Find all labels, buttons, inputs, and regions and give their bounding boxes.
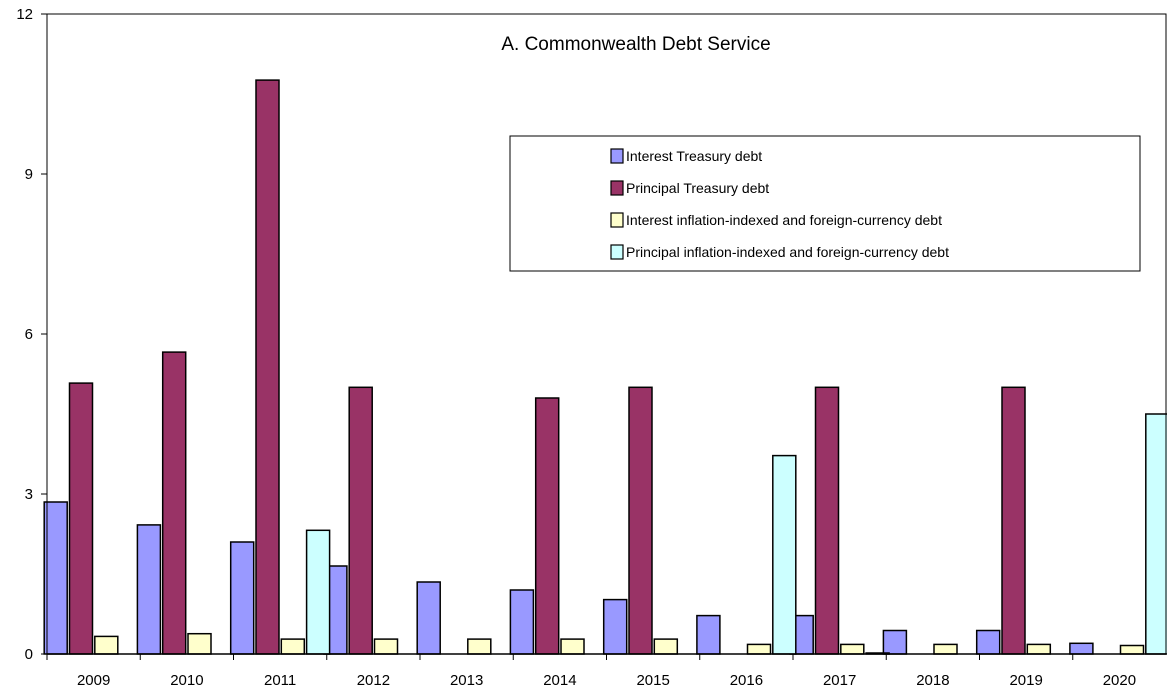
bar-series2-2011 <box>255 79 280 655</box>
x-tick-label: 2011 <box>264 672 296 689</box>
y-tick-label: 9 <box>25 166 33 183</box>
bar-series1-2010 <box>136 524 162 655</box>
x-tick-label: 2015 <box>636 672 669 689</box>
bars-layer <box>43 79 1167 655</box>
y-tick-label: 0 <box>25 646 33 663</box>
bar-series3-2012 <box>373 638 399 655</box>
legend-swatch-4 <box>610 244 624 260</box>
x-tick-label: 2014 <box>543 672 576 689</box>
bar-series4-2011 <box>305 529 331 655</box>
plot-area-border <box>46 13 1167 655</box>
bar-series3-2017 <box>840 643 865 655</box>
bar-series2-2012 <box>348 386 373 655</box>
legend-swatch-2 <box>610 180 624 196</box>
x-tick-label: 2020 <box>1103 672 1136 689</box>
chart-title: A. Commonwealth Debt Service <box>501 34 770 55</box>
legend-swatch-3 <box>610 212 624 228</box>
y-tick-label: 12 <box>16 6 33 23</box>
bar-series3-2014 <box>560 638 585 655</box>
bar-series1-2015 <box>602 598 628 655</box>
bar-series3-2010 <box>187 632 212 655</box>
bar-series3-2015 <box>653 638 679 655</box>
legend-label-4: Principal inflation-indexed and foreign-… <box>626 244 949 260</box>
bar-series2-2015 <box>628 386 653 655</box>
bar-series1-2016 <box>696 614 721 655</box>
bar-series1-2009 <box>43 501 68 655</box>
axes-layer: 0 3 6 9 12 2009 2010 2011 2012 2013 2014 2015 2016 20… <box>16 6 1167 689</box>
legend-swatch-1 <box>610 148 624 164</box>
legend-label-1: Interest Treasury debt <box>626 148 762 164</box>
bar-series3-2018 <box>933 643 958 655</box>
bar-series1-2013 <box>416 581 441 655</box>
x-tick-label: 2010 <box>170 672 203 689</box>
bar-series4-2020 <box>1145 413 1167 655</box>
bar-series3-2019 <box>1026 643 1052 655</box>
bar-series3-2009 <box>94 635 119 655</box>
y-tick-label: 3 <box>25 486 33 503</box>
bar-series2-2010 <box>161 351 187 655</box>
bar-series1-2018 <box>882 629 908 655</box>
bar-series2-2014 <box>534 397 560 655</box>
bar-series2-2009 <box>68 382 94 655</box>
bar-series4-2016 <box>772 454 797 655</box>
legend: Interest Treasury debt Principal Treasury… <box>509 135 1141 272</box>
bar-series1-2019 <box>975 629 1001 655</box>
x-tick-label: 2012 <box>357 672 390 689</box>
x-tick-label: 2013 <box>450 672 483 689</box>
y-tick-label: 6 <box>25 326 33 343</box>
bar-series3-2020 <box>1119 644 1145 655</box>
x-tick-label: 2019 <box>1009 672 1042 689</box>
legend-label-3: Interest inflation-indexed and foreign-c… <box>626 212 942 228</box>
x-tick-label: 2016 <box>730 672 763 689</box>
bar-series1-2014 <box>509 589 535 655</box>
bar-series2-2017 <box>814 386 840 655</box>
bar-series1-2011 <box>229 541 255 655</box>
x-tick-label: 2017 <box>823 672 856 689</box>
bar-series2-2019 <box>1001 386 1026 655</box>
x-tick-label: 2018 <box>916 672 949 689</box>
legend-label-2: Principal Treasury debt <box>626 180 769 196</box>
bar-series3-2016 <box>746 643 772 655</box>
x-tick-label: 2009 <box>77 672 110 689</box>
bar-series3-2013 <box>467 638 492 655</box>
bar-series3-2011 <box>280 638 306 655</box>
bar-series1-2020 <box>1069 642 1094 655</box>
